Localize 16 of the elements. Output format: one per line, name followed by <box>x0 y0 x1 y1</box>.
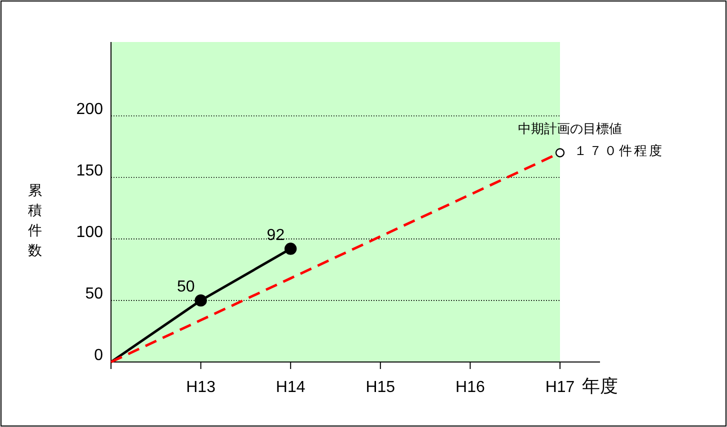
x-tick-label: H17 <box>545 379 575 396</box>
x-tick-label: H14 <box>276 379 306 396</box>
x-tick-label: H15 <box>366 379 396 396</box>
data-label: 92 <box>266 226 285 244</box>
text: １７０件程度 <box>574 143 664 158</box>
y-tick-label: 150 <box>76 162 104 180</box>
y-tick-label: 100 <box>76 224 104 241</box>
annotation: 中期計画の目標値 <box>518 121 622 136</box>
x-axis-title: 年度 <box>582 376 618 396</box>
x-tick-label: H16 <box>456 379 485 396</box>
y-tick-label: 200 <box>76 100 104 118</box>
y-axis-title: 累積件数 <box>28 182 42 258</box>
data-label: 50 <box>177 278 195 296</box>
y-tick-label: 0 <box>94 347 104 364</box>
y-tick-label: 50 <box>85 285 104 302</box>
x-tick-label: H13 <box>186 379 216 396</box>
